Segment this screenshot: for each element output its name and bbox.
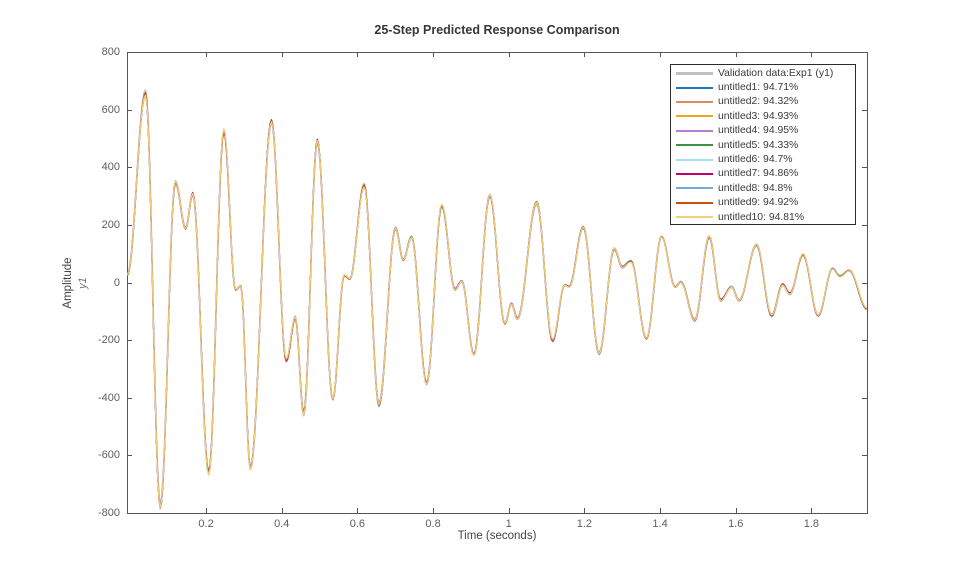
legend-item[interactable]: untitled4: 94.95% [671, 124, 855, 138]
y-tick-label: -600 [97, 449, 120, 462]
legend-line-sample [676, 201, 713, 204]
y-tick-label: 800 [101, 46, 120, 58]
x-tick-label: 1.8 [803, 518, 820, 530]
x-tick-label: 0.4 [274, 518, 290, 530]
x-axis-label: Time (seconds) [457, 530, 537, 542]
legend-line-sample [676, 158, 713, 161]
x-tick-label: 0.6 [349, 518, 366, 530]
legend[interactable]: Validation data:Exp1 (y1) untitled1: 94.7… [670, 64, 856, 225]
y-tick-label: -200 [97, 334, 120, 347]
y-tick-label: 600 [101, 103, 120, 116]
legend-label: untitled8: 94.8% [718, 182, 793, 194]
x-tick-label: 1.6 [728, 518, 744, 530]
legend-line-sample [676, 71, 713, 75]
legend-label: untitled9: 94.92% [718, 197, 799, 209]
legend-line-sample [676, 187, 713, 190]
legend-item[interactable]: untitled7: 94.86% [671, 167, 855, 181]
x-tick-label: 1 [505, 518, 512, 530]
legend-label: Validation data:Exp1 (y1) [718, 67, 834, 79]
y-tick-label: 0 [113, 276, 120, 289]
legend-item[interactable]: untitled8: 94.8% [671, 181, 855, 195]
x-tick-label: 1.2 [576, 518, 593, 530]
x-tick-label: 0.8 [425, 518, 441, 530]
y-tick-label: -800 [97, 507, 120, 519]
legend-label: untitled3: 94.93% [718, 110, 799, 122]
legend-line-sample [676, 100, 713, 103]
legend-line-sample [676, 129, 713, 132]
legend-item[interactable]: untitled6: 94.7% [671, 152, 855, 166]
legend-label: untitled2: 94.32% [718, 96, 799, 108]
legend-label: untitled6: 94.7% [718, 154, 793, 166]
y-tick-label: 400 [101, 161, 120, 174]
legend-item[interactable]: untitled2: 94.32% [671, 95, 855, 109]
legend-label: untitled10: 94.81% [718, 211, 805, 223]
plot-title: 25-Step Predicted Response Comparison [374, 23, 620, 37]
legend-label: untitled5: 94.33% [718, 139, 799, 151]
y-tick-label: -400 [97, 391, 120, 404]
legend-item[interactable]: untitled3: 94.93% [671, 109, 855, 123]
legend-label: untitled4: 94.95% [718, 125, 799, 137]
legend-line-sample [676, 144, 713, 147]
legend-line-sample [676, 216, 713, 219]
y-tick-label: 200 [101, 218, 120, 231]
legend-line-sample [676, 172, 713, 175]
legend-line-sample [676, 86, 713, 89]
x-tick-label: 0.2 [198, 518, 214, 530]
legend-item[interactable]: untitled5: 94.33% [671, 138, 855, 152]
legend-label: untitled7: 94.86% [718, 168, 799, 180]
legend-item[interactable]: untitled1: 94.71% [671, 80, 855, 94]
legend-label: untitled1: 94.71% [718, 82, 799, 94]
legend-item[interactable]: untitled9: 94.92% [671, 196, 855, 210]
x-tick-label: 1.4 [652, 518, 668, 530]
legend-item[interactable]: Validation data:Exp1 (y1) [671, 66, 855, 80]
legend-line-sample [676, 115, 713, 118]
legend-item[interactable]: untitled10: 94.81% [671, 210, 855, 224]
